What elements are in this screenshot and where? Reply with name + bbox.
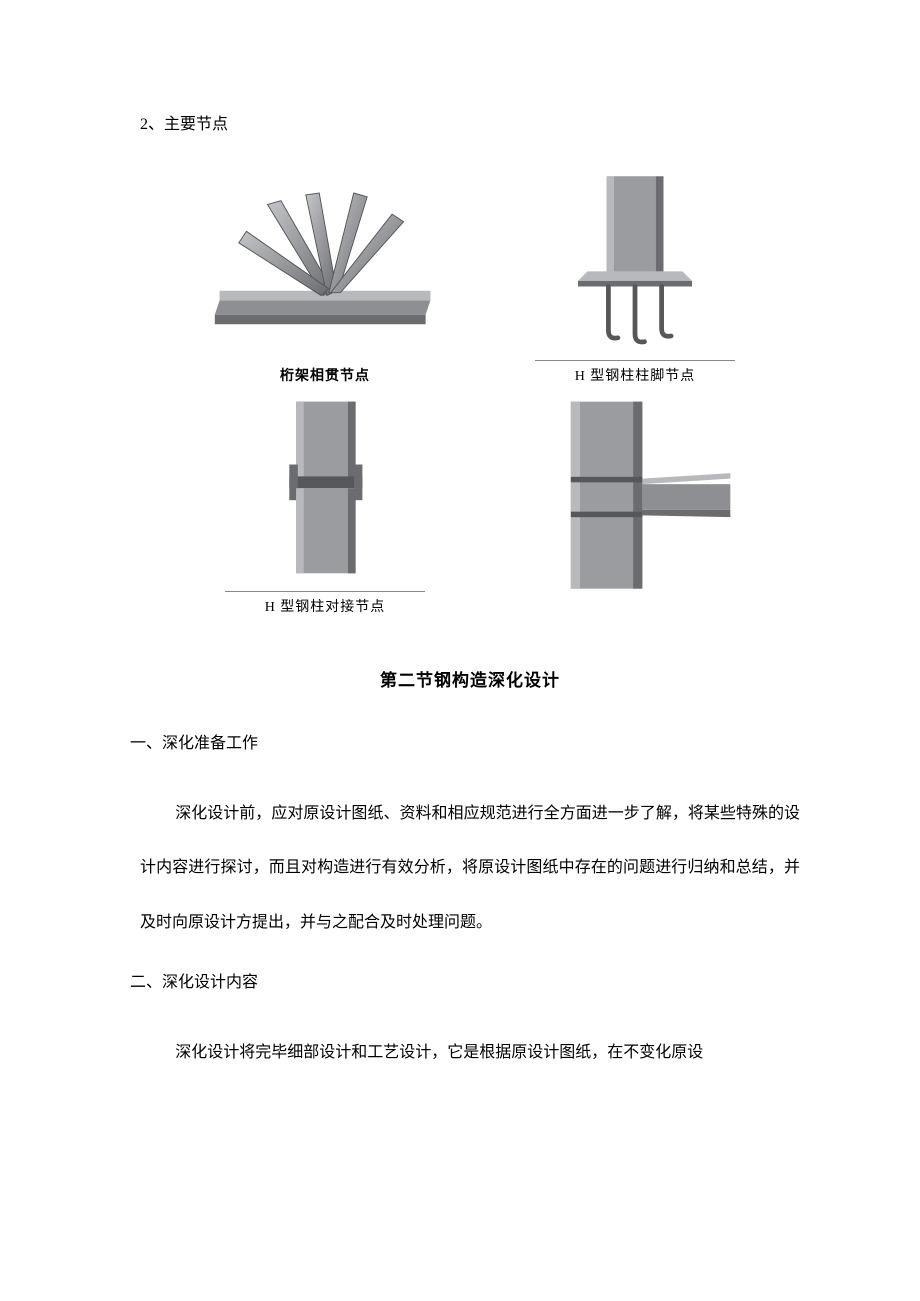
column-base-icon	[510, 164, 760, 354]
beam-column-icon	[510, 402, 760, 592]
subheading-2: 二、深化设计内容	[130, 968, 800, 992]
truss-node-icon	[200, 167, 450, 357]
caption-truss: 桁架相贯节点	[280, 365, 370, 385]
caption-column-base: H 型钢柱柱脚节点	[535, 360, 735, 385]
figure-column-butt: H 型钢柱对接节点	[200, 395, 450, 616]
figure-column-base: H 型钢柱柱脚节点	[510, 164, 760, 385]
figures-grid: 桁架相贯节点	[200, 164, 760, 616]
figure-beam-column	[510, 395, 760, 616]
column-butt-icon	[200, 395, 450, 585]
figure-truss-node: 桁架相贯节点	[200, 164, 450, 385]
paragraph-2: 深化设计将完毕细部设计和工艺设计，它是根据原设计图纸，在不变化原设	[140, 1026, 800, 1080]
section-heading: 第二节钢构造深化设计	[140, 666, 800, 691]
subheading-1: 一、深化准备工作	[130, 729, 800, 753]
paragraph-1: 深化设计前，应对原设计图纸、资料和相应规范进行全方面进一步了解，将某些特殊的设计…	[140, 787, 800, 950]
section-number: 2、主要节点	[140, 110, 800, 134]
caption-column-butt: H 型钢柱对接节点	[225, 591, 425, 616]
